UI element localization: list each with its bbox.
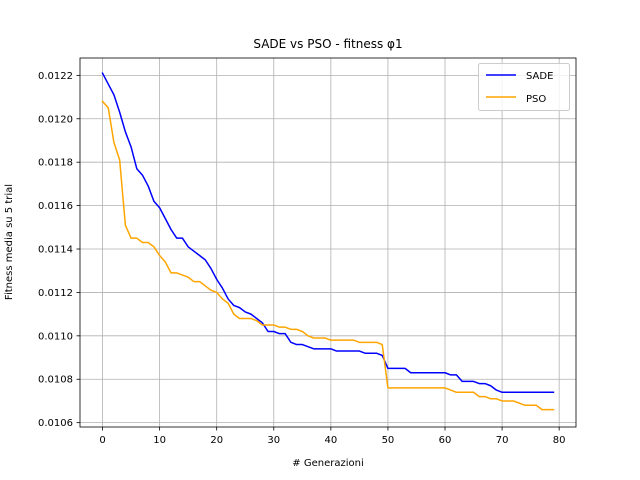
x-tick-label: 30 bbox=[267, 435, 280, 446]
y-tick-label: 0.0116 bbox=[38, 201, 73, 212]
y-axis-label: Fitness media su 5 trial bbox=[4, 184, 15, 300]
x-tick-label: 70 bbox=[496, 435, 509, 446]
y-tick-label: 0.0112 bbox=[38, 288, 73, 299]
x-tick-label: 80 bbox=[553, 435, 566, 446]
y-tick-label: 0.0110 bbox=[38, 331, 73, 342]
y-tick-label: 0.0106 bbox=[38, 418, 73, 429]
legend-label-sade: SADE bbox=[526, 71, 553, 82]
legend-label-pso: PSO bbox=[526, 94, 546, 105]
chart-title: SADE vs PSO - fitness φ1 bbox=[253, 37, 402, 51]
plot-frame bbox=[79, 57, 577, 428]
y-tick-label: 0.0120 bbox=[38, 114, 73, 125]
grid bbox=[80, 58, 576, 427]
series-line-sade bbox=[101, 72, 555, 394]
legend-box bbox=[478, 63, 570, 111]
series-layer bbox=[101, 72, 555, 411]
x-tick-label: 50 bbox=[382, 435, 395, 446]
y-tick-label: 0.0108 bbox=[38, 375, 73, 386]
x-axis-label: # Generazioni bbox=[292, 458, 363, 469]
plot-area bbox=[80, 58, 576, 427]
series-line-pso bbox=[101, 100, 555, 411]
y-tick-label: 0.0114 bbox=[38, 245, 73, 256]
legend: SADE PSO bbox=[478, 63, 570, 111]
x-tick-label: 40 bbox=[324, 435, 337, 446]
y-tick-label: 0.0118 bbox=[38, 158, 73, 169]
x-tick-label: 60 bbox=[439, 435, 452, 446]
x-tick-label: 20 bbox=[210, 435, 223, 446]
y-axis: 0.0106 0.0108 0.0110 0.0112 0.0114 0.0116 0.01… bbox=[38, 71, 80, 429]
x-axis: 0 10 20 30 40 50 60 70 80 bbox=[99, 427, 566, 446]
y-tick-label: 0.0122 bbox=[38, 71, 73, 82]
x-tick-label: 10 bbox=[153, 435, 166, 446]
x-tick-label: 0 bbox=[99, 435, 105, 446]
